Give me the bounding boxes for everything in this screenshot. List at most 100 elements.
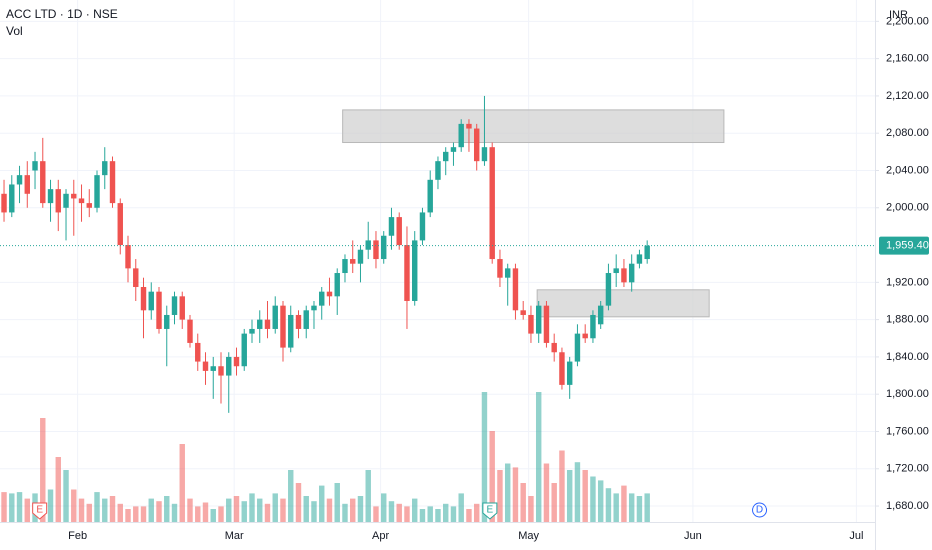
volume-bar — [597, 480, 604, 522]
candle-body — [9, 184, 15, 213]
y-tick-label: 2,160.00 — [886, 53, 929, 65]
volume-bar — [373, 506, 379, 522]
volume-bar — [156, 501, 162, 522]
volume-bar — [458, 493, 464, 522]
volume-bar — [636, 496, 643, 522]
event-icon — [482, 502, 498, 520]
volume-bar — [187, 498, 193, 522]
y-tick-label: 2,120.00 — [886, 90, 929, 102]
volume-bar — [644, 493, 650, 522]
candle-body — [528, 314, 534, 334]
candle-body — [319, 291, 325, 306]
volume-bar — [613, 493, 619, 522]
volume-bar — [342, 503, 348, 522]
volume-bar — [551, 483, 557, 522]
volume-bar — [55, 457, 61, 522]
zone — [536, 289, 710, 318]
x-tick-label: Apr — [372, 530, 389, 542]
candle-body — [357, 249, 364, 264]
volume-bar — [590, 476, 596, 522]
candle-body — [381, 235, 387, 260]
candle-body — [24, 175, 30, 194]
volume-bar — [288, 470, 294, 522]
volume-bar — [295, 483, 302, 522]
volume-bar — [78, 498, 85, 522]
candle-body — [443, 151, 449, 162]
event-icon — [32, 502, 48, 520]
candle-body — [636, 254, 643, 264]
volume-bar — [566, 470, 573, 522]
zone — [342, 109, 725, 144]
volume-bar — [210, 509, 216, 522]
volume-bar — [71, 489, 77, 522]
candle-body — [466, 123, 472, 129]
volume-bar — [303, 496, 309, 522]
y-tick-label: 2,000.00 — [886, 202, 929, 214]
volume-bar — [202, 502, 209, 522]
volume-bar — [272, 493, 278, 522]
candle-body — [435, 161, 441, 180]
volume-bar — [605, 488, 612, 522]
candle-body — [71, 193, 77, 199]
volume-bar — [195, 506, 201, 522]
candle-body — [148, 291, 154, 311]
event-icon — [752, 502, 768, 518]
candle-body — [125, 245, 131, 269]
volume-bar — [226, 498, 232, 522]
candle-body — [156, 291, 162, 329]
candle-body — [117, 203, 123, 246]
volume-bar — [489, 431, 495, 522]
candle-body — [226, 356, 232, 376]
candle-body — [86, 203, 92, 208]
candle-body — [551, 342, 557, 353]
event-label: D — [756, 505, 763, 516]
volume-bar — [280, 498, 286, 522]
candle-body — [187, 319, 193, 343]
x-tick-label: Jun — [684, 530, 702, 542]
volume-bar — [466, 509, 472, 522]
candle-body — [241, 333, 247, 367]
volume-bar — [16, 492, 23, 522]
volume-bar — [443, 503, 449, 522]
volume-bar — [233, 496, 240, 522]
candle-body — [543, 305, 550, 343]
candle-body — [257, 319, 263, 329]
volume-label: Vol — [6, 24, 23, 38]
candle-body — [559, 352, 565, 385]
volume-bar — [520, 483, 526, 522]
candle-body — [388, 217, 395, 236]
candle-body — [373, 240, 379, 260]
volume-bar — [133, 506, 139, 522]
candle-body — [233, 356, 240, 367]
volume-bar — [528, 496, 534, 522]
candle-body — [520, 310, 526, 315]
candle-body — [350, 259, 356, 264]
volume-bar — [388, 501, 395, 522]
volume-bar — [582, 470, 588, 522]
candle-body — [590, 314, 596, 339]
candle-body — [597, 305, 604, 325]
volume-bar — [86, 503, 92, 522]
volume-bar — [435, 509, 441, 522]
volume-bar — [334, 483, 340, 522]
volume-bar — [102, 498, 108, 522]
candle-body — [47, 189, 54, 204]
candle-body — [303, 310, 309, 329]
candle-body — [272, 305, 278, 329]
volume-bar — [9, 493, 15, 522]
volume-bar — [396, 503, 402, 522]
volume-bar — [257, 498, 263, 522]
volume-bar — [94, 492, 100, 522]
volume-bar — [24, 498, 30, 522]
y-tick-label: 2,040.00 — [886, 164, 929, 176]
currency: INR — [889, 9, 908, 21]
candle-body — [497, 259, 503, 278]
volume-bar — [171, 503, 178, 522]
volume-bar — [473, 503, 480, 522]
candle-body — [179, 296, 185, 320]
candle-body — [1, 193, 7, 213]
volume-bar — [117, 503, 123, 522]
candle-body — [535, 305, 542, 334]
